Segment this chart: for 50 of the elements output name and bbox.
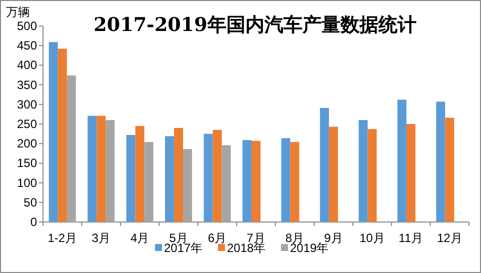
y-tick-label: 300: [16, 97, 38, 112]
y-tick-label: 400: [16, 58, 38, 72]
y-tick-label: 0: [30, 215, 38, 229]
y-tick-label: 450: [16, 38, 38, 53]
x-tick-label: 12月: [436, 231, 462, 245]
bar: [281, 138, 290, 222]
y-tick-label: 200: [16, 136, 38, 151]
bar: [368, 129, 377, 222]
y-tick-label: 100: [16, 176, 38, 190]
bar: [436, 102, 446, 222]
bar: [135, 126, 144, 222]
bar: [212, 130, 222, 222]
y-tick-label: 250: [16, 117, 38, 131]
x-tick-label: 8月: [285, 231, 304, 245]
x-tick-label: 10月: [360, 231, 385, 245]
bar: [58, 48, 67, 222]
bar: [204, 134, 213, 222]
bar: [48, 42, 58, 222]
bar: [445, 118, 454, 222]
bar: [328, 126, 338, 222]
bar: [165, 136, 174, 222]
x-tick-label: 6月: [208, 231, 227, 245]
bar: [358, 120, 368, 222]
x-tick-label: 1-2月: [48, 231, 78, 245]
bar: [397, 100, 406, 222]
y-axis-title: 万辆: [6, 5, 30, 19]
x-tick-label: 3月: [92, 231, 110, 245]
bar: [96, 116, 106, 222]
x-tick-label: 4月: [130, 231, 150, 245]
bar: [320, 108, 329, 222]
bar: [126, 134, 136, 222]
bar: [174, 128, 184, 222]
x-tick-label: 9月: [324, 231, 343, 245]
bar: [406, 124, 416, 222]
y-tick-label: 500: [16, 19, 38, 33]
bar: [144, 142, 154, 222]
bar: [183, 149, 192, 222]
bar: [66, 75, 76, 222]
y-tick-label: 50: [24, 195, 38, 210]
x-tick-label: 5月: [169, 231, 188, 245]
title: 2017-2019年国内汽车产量数据统计: [94, 14, 416, 36]
bar: [106, 120, 115, 222]
bar: [242, 140, 252, 222]
bar: [252, 140, 260, 222]
bar: [88, 116, 97, 222]
x-tick-label: 11月: [398, 231, 424, 245]
bar: [290, 142, 300, 222]
bar: [222, 145, 231, 222]
y-tick-label: 350: [16, 78, 38, 92]
y-tick-label: 150: [16, 156, 38, 170]
